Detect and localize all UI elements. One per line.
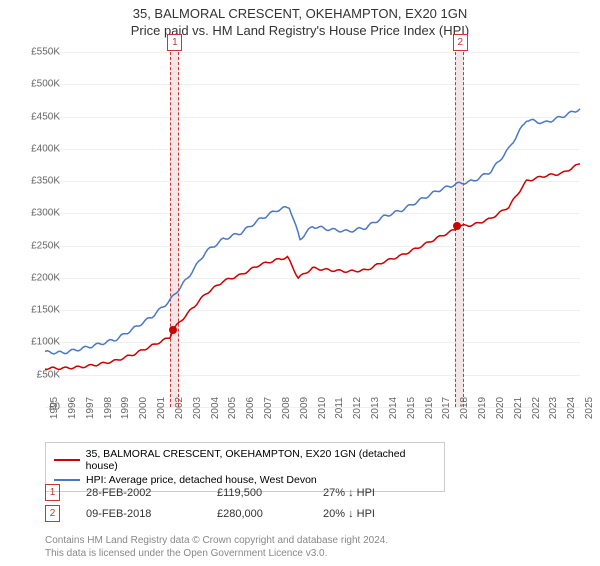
y-axis-label: £400K: [31, 143, 60, 154]
x-axis-label: 2024: [566, 397, 577, 419]
x-axis-label: 2007: [263, 397, 274, 419]
x-axis-label: 2012: [352, 397, 363, 419]
y-axis-label: £550K: [31, 47, 60, 58]
x-axis-label: 2020: [495, 397, 506, 419]
y-axis-label: £50K: [37, 369, 60, 380]
footer-line: Contains HM Land Registry data © Crown c…: [45, 534, 388, 547]
x-axis-label: 2013: [370, 397, 381, 419]
plot-area: 12: [45, 52, 580, 407]
x-axis-label: 2018: [459, 397, 470, 419]
x-axis-label: 2009: [299, 397, 310, 419]
x-axis-label: 1995: [49, 397, 60, 419]
x-axis-label: 2022: [531, 397, 542, 419]
chart-subtitle: Price paid vs. HM Land Registry's House …: [0, 23, 600, 38]
x-axis-label: 2006: [245, 397, 256, 419]
x-axis-label: 2014: [388, 397, 399, 419]
x-axis-label: 2008: [281, 397, 292, 419]
x-axis-label: 2019: [477, 397, 488, 419]
sale-row: 1 28-FEB-2002 £119,500 27% ↓ HPI: [45, 484, 428, 501]
chart-lines: [45, 52, 580, 407]
x-axis-label: 2001: [156, 397, 167, 419]
y-axis-label: £500K: [31, 79, 60, 90]
x-axis-label: 1998: [103, 397, 114, 419]
y-axis-label: £150K: [31, 305, 60, 316]
sale-price: £119,500: [217, 487, 297, 499]
sale-index-icon: 1: [45, 484, 60, 501]
legend-swatch-icon: [54, 479, 80, 481]
x-axis-label: 2005: [227, 397, 238, 419]
y-axis-label: £300K: [31, 208, 60, 219]
sale-point-icon: [453, 222, 461, 230]
x-axis-label: 2003: [192, 397, 203, 419]
sale-point-icon: [169, 326, 177, 334]
x-axis-label: 2004: [210, 397, 221, 419]
sale-date: 09-FEB-2018: [86, 508, 191, 520]
x-axis-label: 2000: [138, 397, 149, 419]
chart-container: 35, BALMORAL CRESCENT, OKEHAMPTON, EX20 …: [0, 6, 600, 566]
x-axis-label: 1999: [120, 397, 131, 419]
x-axis-label: 1996: [67, 397, 78, 419]
legend-swatch-icon: [54, 459, 80, 461]
x-axis-label: 1997: [85, 397, 96, 419]
x-axis-label: 2011: [334, 397, 345, 419]
legend-row: 35, BALMORAL CRESCENT, OKEHAMPTON, EX20 …: [54, 447, 436, 473]
sale-marker: 1: [167, 34, 182, 51]
series-line: [45, 164, 580, 370]
sale-marker: 2: [453, 34, 468, 51]
x-axis-label: 2002: [174, 397, 185, 419]
y-axis-label: £450K: [31, 111, 60, 122]
sales-list: 1 28-FEB-2002 £119,500 27% ↓ HPI 2 09-FEB-201…: [45, 484, 428, 526]
x-axis-label: 2023: [548, 397, 559, 419]
chart-title: 35, BALMORAL CRESCENT, OKEHAMPTON, EX20 …: [0, 6, 600, 21]
legend-label: 35, BALMORAL CRESCENT, OKEHAMPTON, EX20 …: [86, 448, 436, 472]
sale-row: 2 09-FEB-2018 £280,000 20% ↓ HPI: [45, 505, 428, 522]
x-axis-label: 2025: [584, 397, 595, 419]
sale-index-icon: 2: [45, 505, 60, 522]
sale-date: 28-FEB-2002: [86, 487, 191, 499]
y-axis-label: £200K: [31, 272, 60, 283]
sale-delta: 27% ↓ HPI: [323, 487, 428, 499]
x-axis-label: 2021: [513, 397, 524, 419]
y-axis-label: £250K: [31, 240, 60, 251]
y-axis-label: £350K: [31, 176, 60, 187]
sale-price: £280,000: [217, 508, 297, 520]
series-line: [45, 109, 580, 354]
footer: Contains HM Land Registry data © Crown c…: [45, 534, 388, 560]
x-axis-label: 2017: [441, 397, 452, 419]
x-axis-label: 2016: [424, 397, 435, 419]
y-axis-label: £100K: [31, 337, 60, 348]
x-axis-label: 2015: [406, 397, 417, 419]
footer-line: This data is licensed under the Open Gov…: [45, 547, 388, 560]
x-axis-label: 2010: [317, 397, 328, 419]
sale-delta: 20% ↓ HPI: [323, 508, 428, 520]
